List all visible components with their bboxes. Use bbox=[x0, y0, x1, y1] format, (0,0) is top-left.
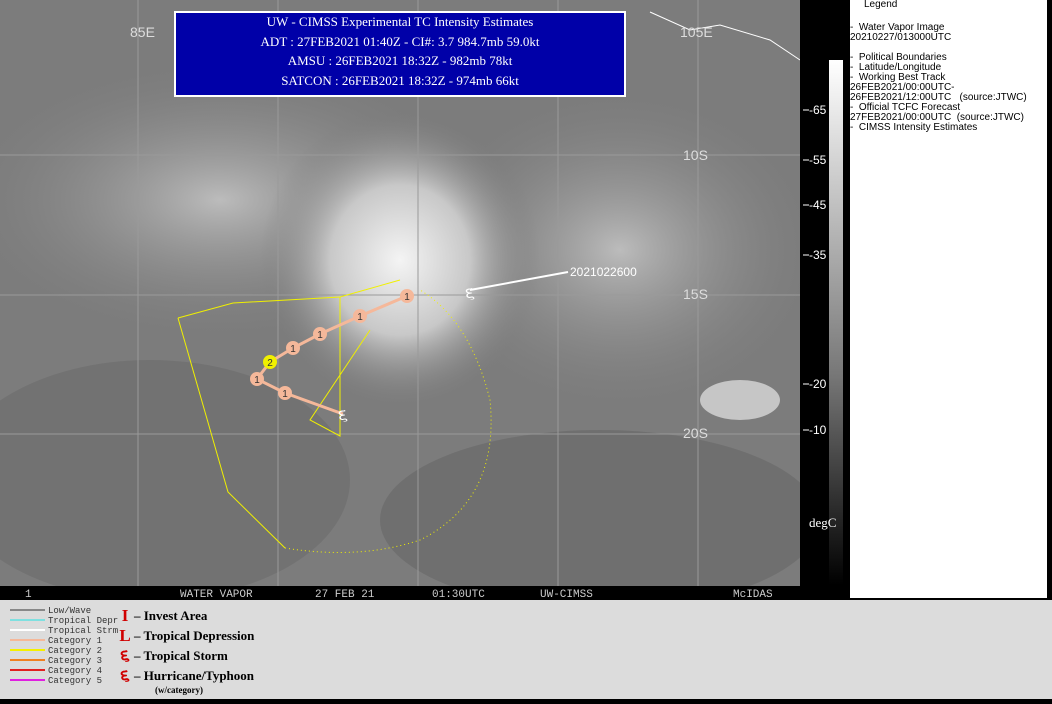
header-line: ADT : 27FEB2021 01:40Z - CI#: 3.7 984.7m… bbox=[261, 34, 540, 49]
legend-item: 26FEB2021/00:00UTC- bbox=[850, 82, 955, 93]
key-label: Category 2 bbox=[48, 646, 102, 656]
colorbar-tick-label: -65 bbox=[809, 103, 827, 117]
status: 27 FEB 21 bbox=[315, 589, 375, 600]
header-title: UW - CIMSS Experimental TC Intensity Est… bbox=[267, 14, 534, 29]
storm-symbol: ૬ bbox=[338, 405, 348, 425]
forecast-marker bbox=[250, 372, 264, 386]
forecast-marker bbox=[286, 341, 300, 355]
key-symbol-label: – Tropical Depression bbox=[133, 628, 255, 643]
key-symbol: ૬ bbox=[120, 646, 130, 665]
colorbar-unit: degC bbox=[809, 515, 836, 530]
forecast-label: 1 bbox=[290, 344, 296, 355]
key-label: Low/Wave bbox=[48, 606, 91, 616]
key-symbol: ૬ bbox=[120, 666, 130, 685]
lon-label: 105E bbox=[680, 24, 713, 40]
status: McIDAS bbox=[733, 589, 773, 600]
key-label: Tropical Strm bbox=[48, 626, 118, 636]
legend-item: 27FEB2021/00:00UTC (source:JTWC) bbox=[850, 112, 1024, 123]
forecast-label: 1 bbox=[317, 330, 323, 341]
lat-label: 20S bbox=[683, 425, 708, 441]
legend-item: - Official TCFC Forecast bbox=[850, 102, 961, 113]
status: WATER VAPOR bbox=[180, 589, 253, 600]
lon-label: 85E bbox=[130, 24, 155, 40]
status: UW-CIMSS bbox=[540, 589, 593, 600]
colorbar-tick-label: -10 bbox=[809, 423, 827, 437]
key-label: Category 3 bbox=[48, 656, 102, 666]
forecast-label: 1 bbox=[282, 389, 288, 400]
forecast-marker bbox=[263, 355, 277, 369]
storm-symbol: ૬ bbox=[465, 283, 475, 303]
header-line: SATCON : 26FEB2021 18:32Z - 974mb 66kt bbox=[281, 73, 519, 88]
lat-label: 15S bbox=[683, 286, 708, 302]
forecast-marker bbox=[313, 327, 327, 341]
track-time: 2021022600 bbox=[570, 265, 637, 279]
legend-item: - Water Vapor Image bbox=[850, 22, 945, 33]
lat-label: 10S bbox=[683, 147, 708, 163]
legend-item: - Working Best Track bbox=[850, 72, 946, 83]
colorbar-tick-label: -35 bbox=[809, 248, 827, 262]
key-label: Category 5 bbox=[48, 676, 102, 686]
key-symbol: L bbox=[119, 626, 130, 645]
status: 01:30UTC bbox=[432, 589, 485, 600]
key-symbol-label: – Invest Area bbox=[133, 608, 208, 623]
forecast-marker bbox=[353, 309, 367, 323]
key-symbol-label: – Hurricane/Typhoon bbox=[133, 668, 255, 683]
legend-item: 20210227/013000UTC bbox=[850, 32, 952, 43]
key-symbol: I bbox=[122, 606, 129, 625]
key-note: (w/category) bbox=[155, 685, 203, 695]
status: 1 bbox=[25, 589, 32, 600]
key-label: Category 4 bbox=[48, 666, 102, 676]
key-label: Category 1 bbox=[48, 636, 102, 646]
legend-item: - Latitude/Longitude bbox=[850, 62, 942, 73]
legend-item: 26FEB2021/12:00UTC (source:JTWC) bbox=[850, 92, 1027, 103]
grid-labels: 85E 105E 10S 15S 20S bbox=[130, 24, 713, 441]
header-line: AMSU : 26FEB2021 18:32Z - 982mb 78kt bbox=[288, 53, 513, 68]
forecast-label: 1 bbox=[404, 292, 410, 303]
forecast-label: 2 bbox=[267, 358, 273, 369]
colorbar-tick-label: -45 bbox=[809, 198, 827, 212]
legend-item: - CIMSS Intensity Estimates bbox=[850, 122, 978, 133]
legend-item: - Political Boundaries bbox=[850, 52, 947, 63]
colorbar-tick-label: -20 bbox=[809, 377, 827, 391]
legend-panel: Legend - Water Vapor Image 20210227/01300… bbox=[850, 0, 1047, 598]
key-panel: Low/Wave Tropical Depr Tropical Strm Catego… bbox=[0, 600, 1052, 699]
forecast-marker bbox=[400, 289, 414, 303]
colorbar-tick-label: -55 bbox=[809, 153, 827, 167]
forecast-label: 1 bbox=[254, 375, 260, 386]
colorbar bbox=[829, 60, 843, 585]
forecast-marker bbox=[278, 386, 292, 400]
legend-title: Legend bbox=[864, 0, 898, 10]
key-symbol-label: – Tropical Storm bbox=[133, 648, 228, 663]
forecast-label: 1 bbox=[357, 312, 363, 323]
key-label: Tropical Depr bbox=[48, 616, 118, 626]
